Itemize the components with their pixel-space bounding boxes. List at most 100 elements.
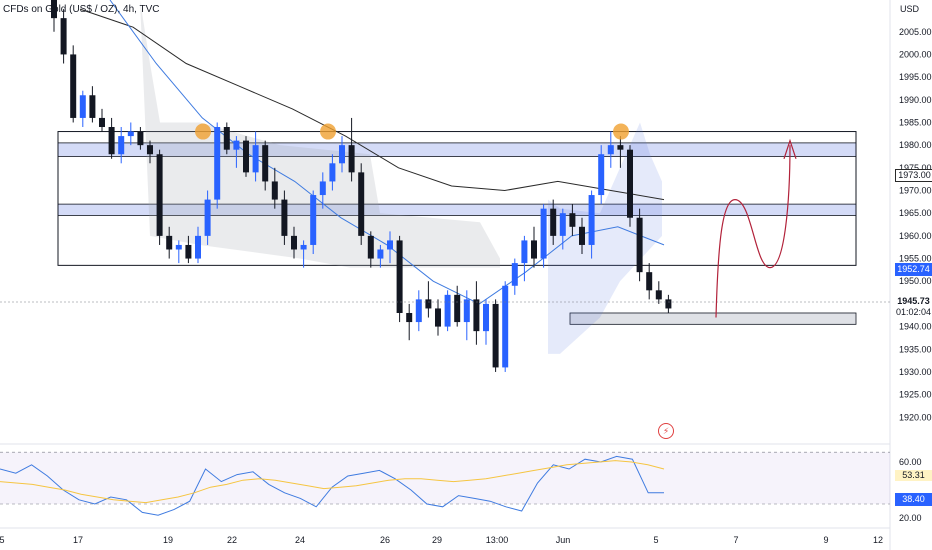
candle-body	[166, 235, 173, 250]
candle-body	[108, 127, 115, 155]
symbol-title: CFDs on Gold (US$ / OZ), 4h, TVC	[3, 4, 160, 15]
candle-body	[511, 263, 518, 286]
y-tick-label: 1975.00	[899, 163, 932, 173]
candle-body	[646, 272, 653, 291]
rsi-tick-label: 60.00	[899, 457, 922, 467]
x-tick-label: 12	[873, 535, 883, 545]
candle-body	[51, 0, 57, 19]
candle-body	[627, 149, 633, 218]
candle-body	[387, 240, 393, 250]
candle-body	[598, 154, 605, 196]
arrow-head	[783, 138, 797, 159]
x-tick-label: 17	[73, 535, 83, 545]
candle-body	[310, 195, 317, 245]
y-tick-label: 1925.00	[899, 390, 932, 400]
candle-body	[579, 226, 585, 245]
y-tick-label: 1970.00	[899, 186, 932, 196]
candle-body	[137, 131, 144, 146]
y-tick-label: 1960.00	[899, 231, 932, 241]
y-tick-label: 1985.00	[899, 117, 932, 127]
y-tick-label: 1950.00	[899, 276, 932, 286]
candle-body	[454, 294, 461, 323]
candle-body	[358, 172, 365, 236]
candle-body	[243, 140, 249, 173]
candle-body	[435, 308, 441, 327]
candle-body	[348, 145, 355, 173]
candle-body	[377, 249, 384, 259]
rsi-tick-label: 20.00	[899, 513, 922, 523]
candle-body	[262, 145, 269, 182]
candle-body	[540, 208, 547, 259]
candle-body	[79, 95, 86, 118]
candle-body	[665, 299, 672, 309]
x-tick-label: 9	[823, 535, 828, 545]
y-tick-label: 1990.00	[899, 95, 932, 105]
rsi-value-tag: 53.31	[895, 470, 932, 481]
rsi-signal-line	[0, 460, 665, 504]
candle-body	[425, 299, 432, 309]
lightning-icon[interactable]: ⚡	[658, 423, 674, 439]
candle-body	[291, 235, 297, 250]
candle-body	[175, 244, 182, 250]
candle-body	[204, 199, 211, 236]
x-tick-label: 19	[163, 535, 173, 545]
candle-body	[156, 154, 163, 236]
currency-label: USD	[900, 4, 920, 14]
candle-body	[271, 181, 278, 200]
candle-body	[281, 199, 288, 236]
envelope-area	[140, 0, 500, 268]
resistance-zone	[57, 203, 857, 216]
candle-body	[319, 181, 326, 196]
envelope-area-blue	[548, 122, 662, 354]
x-tick-label: 5	[0, 535, 5, 545]
rsi-line	[0, 455, 664, 516]
y-tick-label: 1965.00	[899, 208, 932, 218]
y-tick-label: 1995.00	[899, 72, 932, 82]
y-tick-label: 1940.00	[899, 322, 932, 332]
candle-body	[655, 290, 662, 300]
candle-body	[569, 213, 576, 227]
level-price-tag: 1952.74	[895, 263, 932, 276]
highlight-marker	[320, 123, 336, 140]
candle-body	[147, 145, 153, 155]
candle-body	[127, 131, 134, 137]
candle-body	[617, 145, 624, 150]
candle-body	[444, 294, 451, 327]
candle-body	[195, 235, 201, 259]
highlight-marker	[613, 123, 629, 140]
candle-body	[70, 54, 77, 118]
y-tick-label: 1930.00	[899, 367, 932, 377]
support-zone	[569, 312, 857, 325]
candle-body	[252, 145, 259, 173]
candle-body	[329, 163, 336, 182]
candle-body	[300, 244, 307, 250]
candle-body	[406, 312, 413, 323]
candle-body	[502, 285, 509, 368]
candle-body	[607, 145, 614, 155]
candle-body	[636, 217, 643, 273]
x-tick-label: Jun	[556, 535, 571, 545]
candle-body	[396, 240, 403, 313]
candle-body	[223, 127, 230, 150]
candle-body	[339, 145, 345, 164]
candle-body	[531, 240, 537, 259]
x-tick-label: 13:00	[486, 535, 509, 545]
countdown-tag: 01:02:04	[895, 307, 932, 318]
candle-body	[492, 303, 499, 368]
x-tick-label: 29	[432, 535, 442, 545]
range-box	[57, 131, 857, 266]
candle-body	[214, 127, 221, 200]
ma-line-black	[79, 8, 665, 201]
x-tick-label: 22	[227, 535, 237, 545]
projection-arrow	[715, 145, 791, 318]
x-tick-label: 7	[733, 535, 738, 545]
candle-body	[588, 195, 595, 245]
ma-price-tag: 1973.00	[895, 169, 932, 182]
candle-body	[89, 95, 96, 118]
highlight-marker	[195, 123, 211, 140]
rsi-last-tag: 38.40	[895, 493, 932, 506]
y-tick-label: 1955.00	[899, 254, 932, 264]
candle-body	[473, 299, 480, 332]
candle-body	[415, 299, 422, 323]
